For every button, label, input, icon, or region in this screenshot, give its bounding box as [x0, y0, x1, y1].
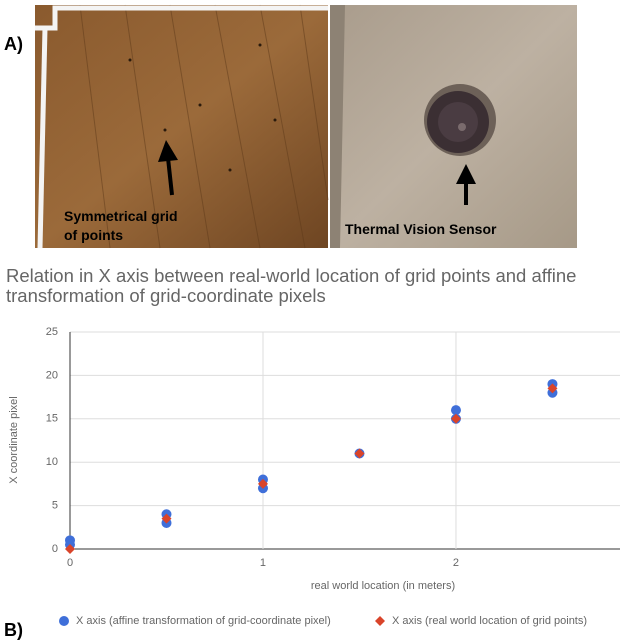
x-tick-label: 1: [260, 557, 266, 569]
plot-area: 0 5 10 15 20 25 0 1 2 real world location (in met…: [8, 326, 620, 627]
photo-caption: Symmetrical grid of points: [64, 207, 194, 245]
x-tick-label: 0: [67, 557, 73, 569]
y-tick-label: 0: [52, 543, 58, 555]
y-tick-label: 15: [46, 413, 58, 425]
legend-marker: [59, 616, 69, 626]
y-tick-label: 10: [46, 456, 58, 468]
x-tick-label: 2: [453, 557, 459, 569]
figure-canvas: 0 5 10 15 20 25 0 1 2 real world location (in met…: [0, 0, 621, 644]
panel-label: B): [4, 620, 23, 641]
y-tick-label: 20: [46, 369, 58, 381]
y-axis-label: X coordinate pixel: [8, 396, 20, 483]
photo-caption: Thermal Vision Sensor: [345, 220, 575, 239]
panel-label: A): [4, 34, 23, 55]
legend-marker: [375, 616, 385, 626]
figure: 0 5 10 15 20 25 0 1 2 real world location (in met…: [0, 0, 621, 644]
sensor-photo: [330, 5, 577, 248]
point: [451, 405, 461, 415]
y-tick-label: 5: [52, 500, 58, 512]
x-axis-label: real world location (in meters): [311, 580, 455, 592]
chart-title: Relation in X axis between real-world lo…: [6, 266, 618, 306]
legend-label: X axis (real world location of grid poin…: [392, 615, 587, 627]
y-tick-label: 25: [46, 326, 58, 338]
legend-label: X axis (affine transformation of grid-co…: [76, 615, 331, 627]
